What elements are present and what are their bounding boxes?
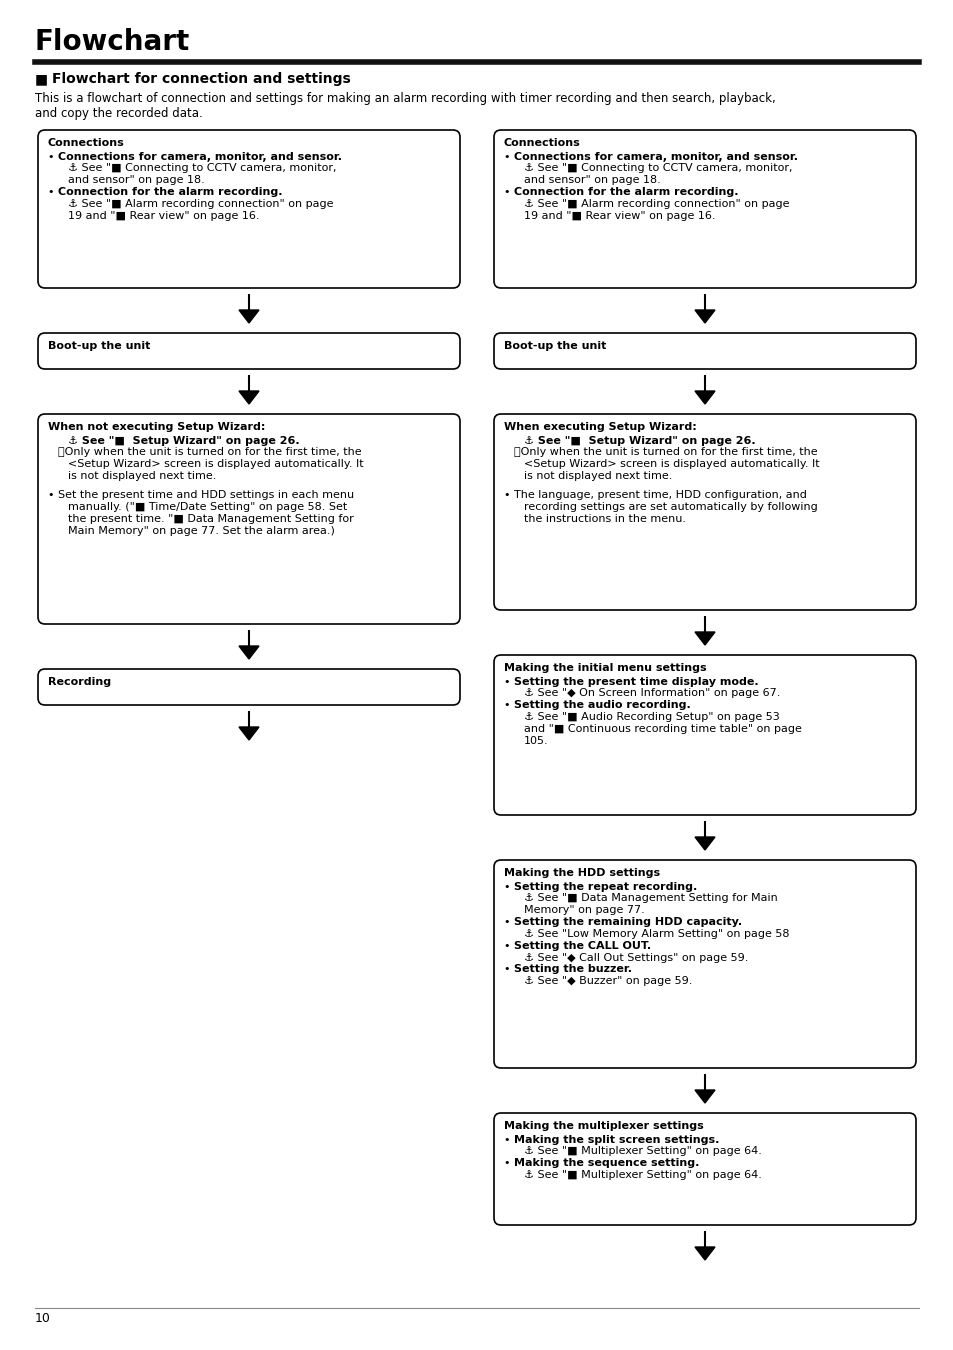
- Text: The language, present time, HDD configuration, and: The language, present time, HDD configur…: [514, 490, 806, 500]
- Text: ⓘOnly when the unit is turned on for the first time, the: ⓘOnly when the unit is turned on for the…: [514, 447, 817, 458]
- Text: Flowchart: Flowchart: [35, 28, 190, 55]
- Text: Flowchart for connection and settings: Flowchart for connection and settings: [52, 72, 351, 86]
- Text: ⚓ See "■ Multiplexer Setting" on page 64.: ⚓ See "■ Multiplexer Setting" on page 64…: [523, 1146, 761, 1157]
- Text: ⚓ See "■  Setup Wizard" on page 26.: ⚓ See "■ Setup Wizard" on page 26.: [68, 436, 299, 446]
- Text: ⚓ See "■ Connecting to CCTV camera, monitor,: ⚓ See "■ Connecting to CCTV camera, moni…: [523, 163, 792, 173]
- Text: ■: ■: [35, 72, 48, 86]
- Text: This is a flowchart of connection and settings for making an alarm recording wit: This is a flowchart of connection and se…: [35, 92, 775, 105]
- Text: and copy the recorded data.: and copy the recorded data.: [35, 107, 203, 120]
- Text: Setting the buzzer.: Setting the buzzer.: [514, 964, 631, 975]
- Text: •: •: [503, 1134, 510, 1145]
- Text: Setting the audio recording.: Setting the audio recording.: [514, 701, 690, 710]
- FancyBboxPatch shape: [38, 130, 459, 288]
- Text: Boot-up the unit: Boot-up the unit: [48, 342, 151, 351]
- Text: •: •: [503, 676, 510, 687]
- Text: ⚓ See "■ Alarm recording connection" on page: ⚓ See "■ Alarm recording connection" on …: [523, 198, 789, 209]
- Text: ⚓ See "Low Memory Alarm Setting" on page 58: ⚓ See "Low Memory Alarm Setting" on page…: [523, 929, 789, 940]
- Text: Making the initial menu settings: Making the initial menu settings: [503, 663, 706, 674]
- FancyBboxPatch shape: [494, 414, 915, 610]
- FancyBboxPatch shape: [494, 130, 915, 288]
- Text: Main Memory" on page 77. Set the alarm area.): Main Memory" on page 77. Set the alarm a…: [68, 525, 335, 536]
- Text: Making the split screen settings.: Making the split screen settings.: [514, 1134, 719, 1145]
- Text: ⚓ See "■  Setup Wizard" on page 26.: ⚓ See "■ Setup Wizard" on page 26.: [523, 436, 755, 446]
- Text: ⚓ See "◆ Call Out Settings" on page 59.: ⚓ See "◆ Call Out Settings" on page 59.: [523, 953, 747, 963]
- Text: Connection for the alarm recording.: Connection for the alarm recording.: [58, 188, 282, 197]
- Polygon shape: [695, 392, 714, 404]
- Text: the present time. "■ Data Management Setting for: the present time. "■ Data Management Set…: [68, 514, 354, 524]
- Text: is not displayed next time.: is not displayed next time.: [523, 471, 672, 481]
- FancyBboxPatch shape: [494, 1112, 915, 1224]
- Text: •: •: [503, 882, 510, 891]
- Text: ⚓ See "■ Alarm recording connection" on page: ⚓ See "■ Alarm recording connection" on …: [68, 198, 334, 209]
- Text: When not executing Setup Wizard:: When not executing Setup Wizard:: [48, 423, 265, 432]
- Text: •: •: [503, 941, 510, 950]
- Text: •: •: [48, 188, 54, 197]
- Text: ⓘOnly when the unit is turned on for the first time, the: ⓘOnly when the unit is turned on for the…: [58, 447, 361, 458]
- Text: •: •: [503, 917, 510, 927]
- Text: ⚓ See "■ Audio Recording Setup" on page 53: ⚓ See "■ Audio Recording Setup" on page …: [523, 713, 779, 722]
- Text: •: •: [503, 1158, 510, 1168]
- FancyBboxPatch shape: [38, 670, 459, 705]
- Text: and sensor" on page 18.: and sensor" on page 18.: [68, 176, 205, 185]
- Text: Connections: Connections: [503, 138, 580, 148]
- Text: <Setup Wizard> screen is displayed automatically. It: <Setup Wizard> screen is displayed autom…: [68, 459, 363, 470]
- Polygon shape: [239, 310, 258, 323]
- Polygon shape: [695, 632, 714, 645]
- Text: Set the present time and HDD settings in each menu: Set the present time and HDD settings in…: [58, 490, 354, 500]
- FancyBboxPatch shape: [494, 655, 915, 815]
- FancyBboxPatch shape: [494, 860, 915, 1068]
- Text: the instructions in the menu.: the instructions in the menu.: [523, 514, 685, 524]
- Text: and sensor" on page 18.: and sensor" on page 18.: [523, 176, 660, 185]
- Text: <Setup Wizard> screen is displayed automatically. It: <Setup Wizard> screen is displayed autom…: [523, 459, 819, 470]
- Text: Making the sequence setting.: Making the sequence setting.: [514, 1158, 699, 1168]
- Text: Connections for camera, monitor, and sensor.: Connections for camera, monitor, and sen…: [58, 151, 341, 162]
- Text: and "■ Continuous recording time table" on page: and "■ Continuous recording time table" …: [523, 724, 801, 734]
- Polygon shape: [239, 392, 258, 404]
- Text: Memory" on page 77.: Memory" on page 77.: [523, 906, 644, 915]
- Text: When executing Setup Wizard:: When executing Setup Wizard:: [503, 423, 696, 432]
- Text: 105.: 105.: [523, 736, 548, 745]
- Polygon shape: [695, 837, 714, 850]
- Text: Boot-up the unit: Boot-up the unit: [503, 342, 606, 351]
- Text: Setting the remaining HDD capacity.: Setting the remaining HDD capacity.: [514, 917, 741, 927]
- Text: •: •: [503, 964, 510, 975]
- Polygon shape: [239, 647, 258, 659]
- Text: Setting the CALL OUT.: Setting the CALL OUT.: [514, 941, 651, 950]
- Text: Setting the present time display mode.: Setting the present time display mode.: [514, 676, 758, 687]
- Text: •: •: [503, 701, 510, 710]
- Text: Making the HDD settings: Making the HDD settings: [503, 868, 659, 878]
- Text: ⚓ See "◆ Buzzer" on page 59.: ⚓ See "◆ Buzzer" on page 59.: [523, 976, 692, 987]
- Polygon shape: [695, 310, 714, 323]
- Text: ⚓ See "■ Multiplexer Setting" on page 64.: ⚓ See "■ Multiplexer Setting" on page 64…: [523, 1170, 761, 1180]
- Text: recording settings are set automatically by following: recording settings are set automatically…: [523, 502, 817, 512]
- Text: manually. ("■ Time/Date Setting" on page 58. Set: manually. ("■ Time/Date Setting" on page…: [68, 502, 347, 512]
- Polygon shape: [239, 728, 258, 740]
- Text: •: •: [503, 188, 510, 197]
- Text: Connections: Connections: [48, 138, 125, 148]
- Text: Making the multiplexer settings: Making the multiplexer settings: [503, 1120, 703, 1131]
- Text: •: •: [48, 151, 54, 162]
- Text: •: •: [48, 490, 54, 500]
- Polygon shape: [695, 1247, 714, 1260]
- Text: •: •: [503, 490, 510, 500]
- Text: Connections for camera, monitor, and sensor.: Connections for camera, monitor, and sen…: [514, 151, 797, 162]
- Text: ⚓ See "◆ On Screen Information" on page 67.: ⚓ See "◆ On Screen Information" on page …: [523, 688, 780, 698]
- Text: ⚓ See "■ Data Management Setting for Main: ⚓ See "■ Data Management Setting for Mai…: [523, 894, 777, 903]
- FancyBboxPatch shape: [38, 414, 459, 624]
- Text: Recording: Recording: [48, 676, 111, 687]
- Polygon shape: [695, 1089, 714, 1103]
- Text: 19 and "■ Rear view" on page 16.: 19 and "■ Rear view" on page 16.: [523, 211, 715, 221]
- Text: ⚓ See "■ Connecting to CCTV camera, monitor,: ⚓ See "■ Connecting to CCTV camera, moni…: [68, 163, 336, 173]
- Text: •: •: [503, 151, 510, 162]
- Text: is not displayed next time.: is not displayed next time.: [68, 471, 216, 481]
- Text: Setting the repeat recording.: Setting the repeat recording.: [514, 882, 697, 891]
- Text: 19 and "■ Rear view" on page 16.: 19 and "■ Rear view" on page 16.: [68, 211, 259, 221]
- FancyBboxPatch shape: [38, 333, 459, 369]
- FancyBboxPatch shape: [494, 333, 915, 369]
- Text: Connection for the alarm recording.: Connection for the alarm recording.: [514, 188, 738, 197]
- Text: 10: 10: [35, 1312, 51, 1324]
